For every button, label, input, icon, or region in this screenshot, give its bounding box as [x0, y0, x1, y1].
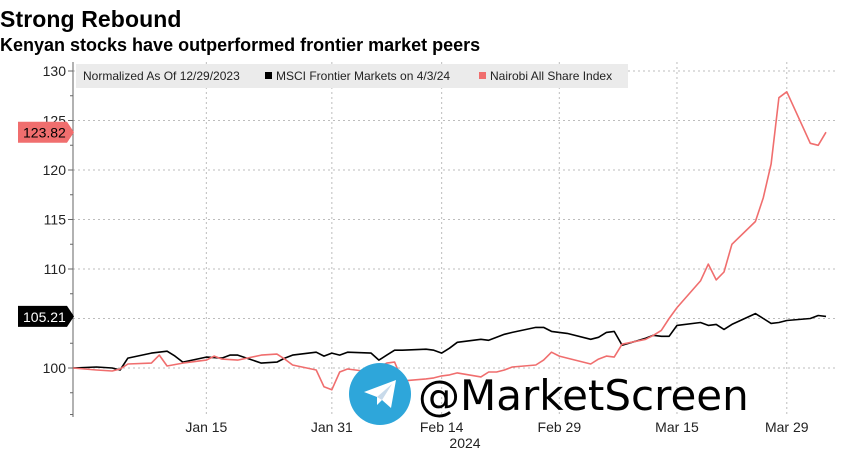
watermark-handle: @MarketScreen	[418, 371, 749, 420]
gridlines	[73, 62, 838, 417]
y-tick-label: 110	[44, 261, 67, 277]
x-tick-label: Jan 31	[311, 419, 353, 435]
y-axis-ticks: 130125120115110105100	[43, 63, 73, 416]
chart-subtitle: Kenyan stocks have outperformed frontier…	[0, 35, 481, 55]
legend-swatch-msci	[265, 72, 272, 79]
last-value-tag-nairobi: 123.82	[18, 121, 74, 143]
legend-label-msci: MSCI Frontier Markets on 4/3/24	[276, 69, 450, 83]
y-tick-label: 115	[44, 212, 67, 228]
x-tick-label: Mar 29	[765, 419, 809, 435]
telegram-icon	[349, 363, 411, 425]
y-tick-label: 120	[43, 162, 67, 178]
legend-background	[76, 64, 628, 88]
y-tick-label: 100	[43, 360, 67, 376]
series-line-nairobi-all-share	[72, 91, 827, 391]
legend-label-nairobi: Nairobi All Share Index	[490, 69, 612, 83]
last-value-tag-msci: 105.21	[18, 305, 74, 327]
chart-title: Strong Rebound	[0, 6, 182, 32]
x-axis-ticks: Jan 15 Jan 31 Feb 14 Feb 29 Mar 15 Mar 29	[185, 419, 808, 435]
series-line-msci-frontier	[72, 312, 827, 371]
watermark: @MarketScreen	[349, 363, 749, 425]
y-tick-label: 130	[43, 63, 67, 79]
legend-swatch-nairobi	[479, 72, 486, 79]
x-axis-year-label: 2024	[449, 435, 480, 451]
last-value-label-msci: 105.21	[23, 309, 66, 325]
x-tick-label: Feb 14	[420, 419, 464, 435]
x-tick-label: Feb 29	[538, 419, 582, 435]
last-value-label-nairobi: 123.82	[23, 125, 66, 141]
series-lines	[72, 91, 827, 391]
x-tick-label: Mar 15	[655, 419, 699, 435]
x-tick-label: Jan 15	[185, 419, 227, 435]
legend: Normalized As Of 12/29/2023 MSCI Frontie…	[76, 64, 628, 88]
legend-normalized-note: Normalized As Of 12/29/2023	[83, 69, 240, 83]
